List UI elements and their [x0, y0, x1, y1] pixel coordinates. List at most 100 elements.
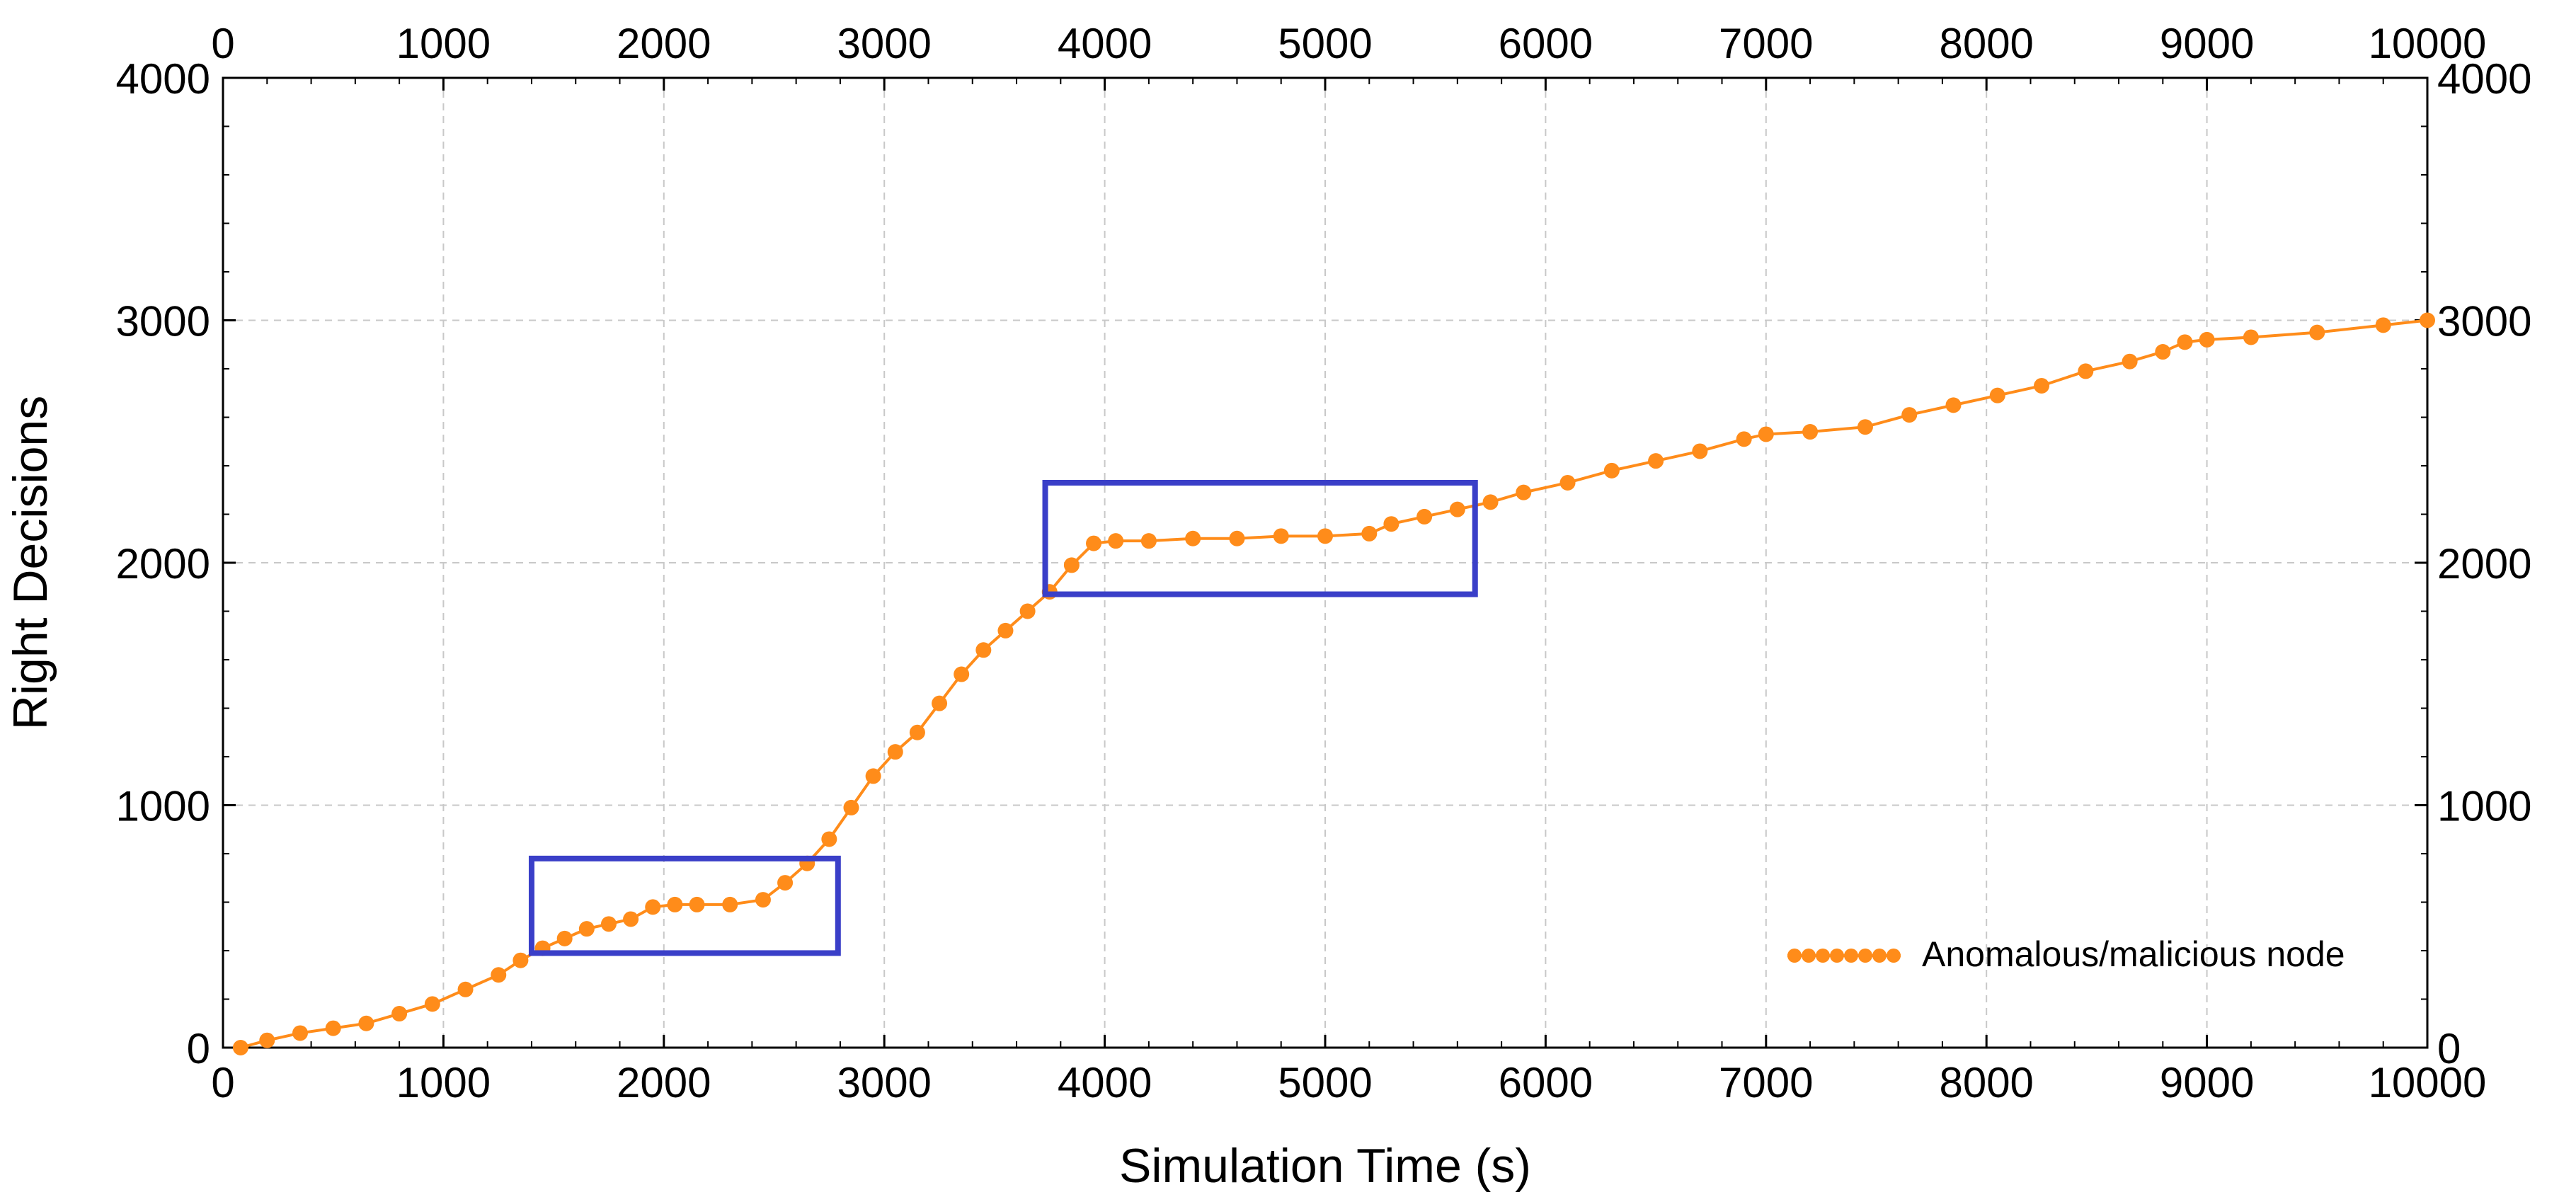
y-tick-label: 4000: [116, 55, 210, 103]
data-point: [1273, 528, 1289, 544]
data-point: [1140, 533, 1157, 549]
plot-area: 0010001000200020003000300040004000500050…: [116, 20, 2532, 1106]
data-point: [491, 967, 507, 983]
data-point: [1802, 424, 1819, 440]
data-point: [391, 1006, 408, 1022]
y-tick-label-right: 0: [2437, 1025, 2461, 1072]
legend-dot: [1858, 949, 1872, 963]
data-point: [1692, 443, 1708, 459]
legend-label: Anomalous/malicious node: [1922, 934, 2345, 974]
data-point: [645, 899, 661, 915]
data-point: [1063, 557, 1080, 573]
y-axis-title: Right Decisions: [4, 396, 57, 730]
data-point: [689, 896, 705, 912]
data-point: [997, 622, 1014, 638]
data-point: [578, 921, 595, 937]
gridlines: [223, 78, 2427, 1048]
data-point: [600, 916, 617, 932]
x-tick-label-top: 8000: [1939, 20, 2033, 67]
legend-dot: [1816, 949, 1830, 963]
x-tick-label-top: 3000: [837, 20, 931, 67]
x-tick-label-top: 5000: [1278, 20, 1372, 67]
legend-dot: [1887, 949, 1901, 963]
x-tick-label: 4000: [1058, 1059, 1152, 1106]
data-point: [232, 1040, 248, 1055]
x-tick-label: 2000: [617, 1059, 711, 1106]
data-point: [1383, 516, 1399, 532]
legend: Anomalous/malicious node: [1787, 934, 2345, 974]
y-tick-label: 1000: [116, 783, 210, 830]
data-point: [975, 642, 992, 658]
axis-ticks: [222, 76, 2429, 1049]
data-point: [1317, 528, 1333, 544]
data-point: [865, 768, 881, 784]
legend-dot: [1802, 949, 1816, 963]
data-point: [843, 799, 859, 815]
data-point: [2243, 329, 2259, 345]
data-point: [2309, 324, 2325, 340]
data-point: [1945, 397, 1962, 413]
y-tick-label: 3000: [116, 298, 210, 345]
data-point: [777, 875, 794, 891]
data-point: [887, 744, 903, 760]
legend-dot: [1872, 949, 1887, 963]
data-point: [1086, 535, 1102, 551]
x-tick-label-top: 0: [211, 20, 234, 67]
x-tick-label: 8000: [1939, 1059, 2033, 1106]
x-tick-label: 3000: [837, 1059, 931, 1106]
data-point: [1416, 508, 1433, 525]
x-tick-label: 0: [211, 1059, 234, 1106]
data-point: [1185, 530, 1201, 546]
data-point: [755, 892, 771, 908]
legend-dot: [1844, 949, 1858, 963]
data-point: [513, 952, 529, 968]
x-tick-label-top: 7000: [1719, 20, 1813, 67]
data-point: [623, 911, 639, 927]
data-point: [821, 831, 837, 847]
data-point: [457, 981, 474, 997]
x-tick-label: 5000: [1278, 1059, 1372, 1106]
data-point: [424, 996, 440, 1012]
data-point: [2375, 317, 2391, 333]
data-point: [1857, 419, 1873, 435]
data-point: [1019, 603, 1036, 619]
legend-dot: [1787, 949, 1802, 963]
y-tick-label: 2000: [116, 540, 210, 588]
y-tick-label-right: 4000: [2437, 55, 2531, 103]
data-point: [2078, 363, 2094, 379]
x-tick-label-top: 10000: [2369, 20, 2487, 67]
data-point: [1361, 525, 1378, 542]
x-tick-label-top: 2000: [617, 20, 711, 67]
data-point: [954, 666, 970, 682]
legend-marker: [1787, 949, 1901, 963]
x-tick-label-top: 1000: [396, 20, 491, 67]
data-point: [358, 1015, 374, 1031]
data-point: [2155, 344, 2171, 360]
data-point: [325, 1020, 341, 1036]
tick-labels: 0010001000200020003000300040004000500050…: [116, 20, 2532, 1106]
data-point: [2199, 331, 2215, 348]
x-tick-label-top: 6000: [1499, 20, 1593, 67]
data-point: [292, 1025, 308, 1041]
x-tick-label-top: 9000: [2160, 20, 2254, 67]
data-point: [1901, 407, 1918, 423]
series-layer: [232, 312, 2435, 1055]
y-tick-label-right: 2000: [2437, 540, 2531, 588]
x-axis-title: Simulation Time (s): [1119, 1139, 1531, 1193]
data-point: [2420, 312, 2435, 328]
x-tick-label-top: 4000: [1058, 20, 1152, 67]
x-tick-label: 7000: [1719, 1059, 1813, 1106]
data-point: [722, 896, 738, 912]
highlight-box: [528, 855, 841, 956]
highlight-box: [1042, 479, 1478, 597]
y-tick-label-right: 3000: [2437, 298, 2531, 345]
legend-dot: [1830, 949, 1844, 963]
y-tick-label: 0: [187, 1025, 210, 1072]
data-point: [1559, 474, 1576, 491]
data-point: [932, 695, 948, 711]
data-point: [1482, 494, 1499, 510]
y-tick-label-right: 1000: [2437, 783, 2531, 830]
data-point: [556, 930, 573, 946]
data-point: [1989, 387, 2005, 403]
